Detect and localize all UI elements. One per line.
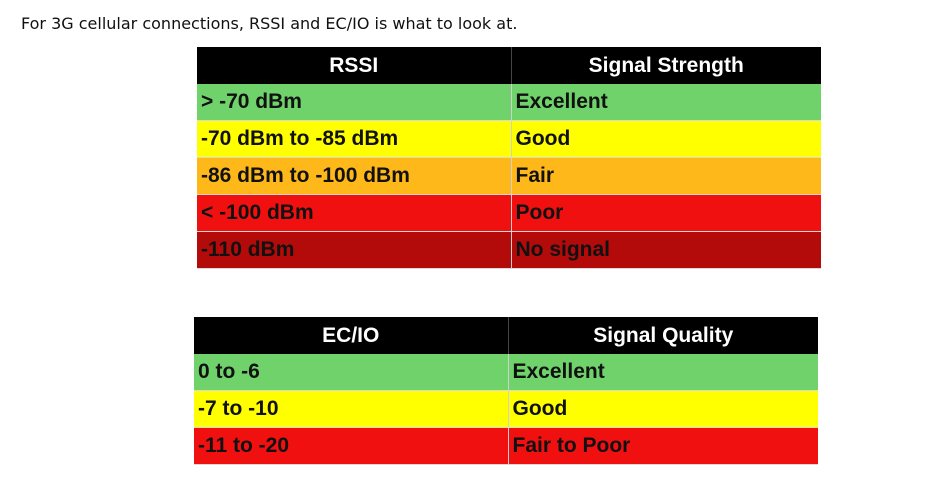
ecio-table: EC/IO Signal Quality 0 to -6 Excellent -… bbox=[194, 317, 818, 465]
signal-strength-header: Signal Strength bbox=[511, 47, 821, 84]
ecio-range-cell: -11 to -20 bbox=[194, 427, 509, 465]
signal-quality-cell: Fair to Poor bbox=[508, 427, 818, 465]
rssi-range-cell: -110 dBm bbox=[197, 231, 512, 269]
ecio-header: EC/IO bbox=[194, 317, 509, 354]
table-row: -7 to -10 Good bbox=[194, 390, 818, 428]
ecio-header-row: EC/IO Signal Quality bbox=[194, 317, 818, 354]
table-row: -70 dBm to -85 dBm Good bbox=[197, 120, 821, 158]
rssi-range-cell: -86 dBm to -100 dBm bbox=[197, 157, 512, 195]
table-row: > -70 dBm Excellent bbox=[197, 84, 821, 121]
signal-quality-cell: Good bbox=[508, 390, 818, 428]
signal-strength-cell: Poor bbox=[511, 194, 821, 232]
signal-quality-header: Signal Quality bbox=[508, 317, 818, 354]
signal-strength-cell: Good bbox=[511, 120, 821, 158]
signal-strength-cell: Fair bbox=[511, 157, 821, 195]
rssi-header: RSSI bbox=[197, 47, 512, 84]
rssi-table: RSSI Signal Strength > -70 dBm Excellent… bbox=[197, 47, 821, 269]
rssi-header-row: RSSI Signal Strength bbox=[197, 47, 821, 84]
signal-strength-cell: Excellent bbox=[511, 84, 821, 121]
table-row: -86 dBm to -100 dBm Fair bbox=[197, 157, 821, 195]
table-row: -110 dBm No signal bbox=[197, 231, 821, 269]
rssi-range-cell: -70 dBm to -85 dBm bbox=[197, 120, 512, 158]
table-row: -11 to -20 Fair to Poor bbox=[194, 427, 818, 465]
ecio-range-cell: -7 to -10 bbox=[194, 390, 509, 428]
signal-strength-cell: No signal bbox=[511, 231, 821, 269]
intro-text: For 3G cellular connections, RSSI and EC… bbox=[21, 14, 518, 33]
ecio-range-cell: 0 to -6 bbox=[194, 354, 509, 391]
signal-quality-cell: Excellent bbox=[508, 354, 818, 391]
table-row: < -100 dBm Poor bbox=[197, 194, 821, 232]
rssi-range-cell: > -70 dBm bbox=[197, 84, 512, 121]
rssi-range-cell: < -100 dBm bbox=[197, 194, 512, 232]
table-row: 0 to -6 Excellent bbox=[194, 354, 818, 391]
